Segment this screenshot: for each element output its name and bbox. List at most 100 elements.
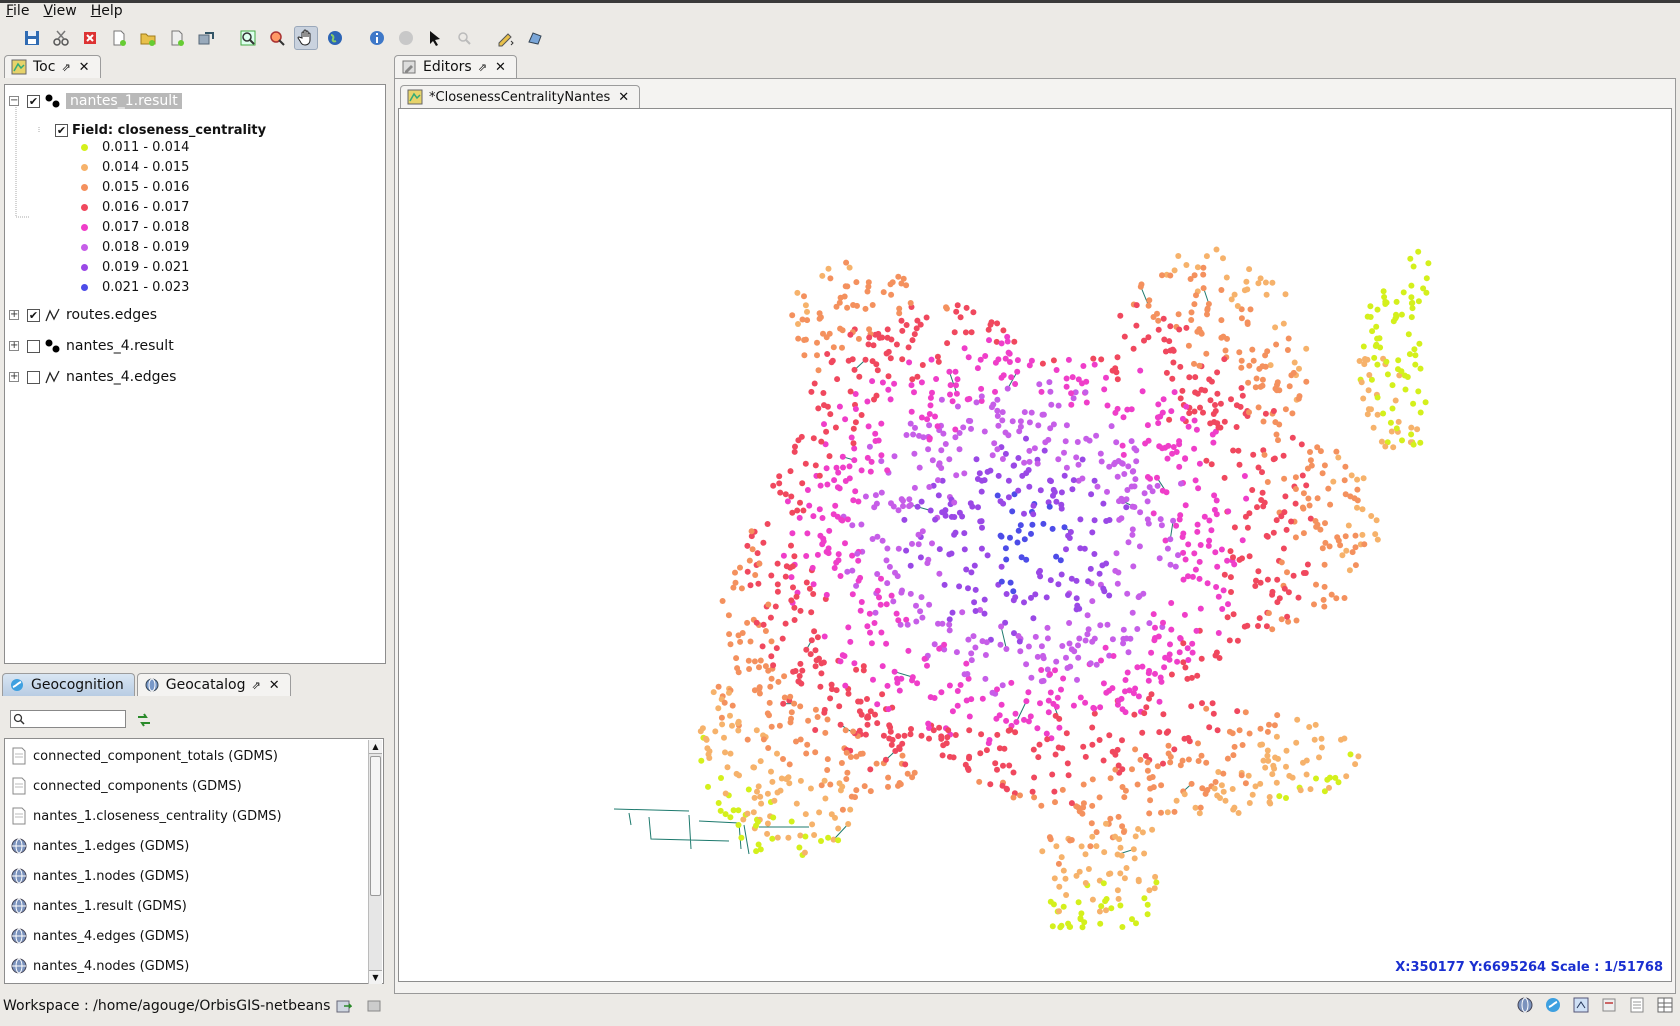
list-item[interactable]: connected_components (GDMS) [11,775,242,797]
node-point [1021,510,1027,517]
filter-run-icon[interactable] [136,712,152,728]
stop-icon[interactable] [394,26,418,50]
delete-icon[interactable] [78,26,102,50]
output-icon[interactable] [1600,996,1618,1014]
list-item[interactable]: connected_component_totals (GDMS) [11,745,278,767]
node-point [756,690,763,697]
node-point [804,487,811,493]
node-point [904,770,911,777]
tab-geocatalog[interactable]: Geocatalog ⇗ ✕ [136,673,291,696]
tab-toc[interactable]: Toc ⇗ ✕ [4,55,101,78]
node-point [1021,599,1027,606]
node-point [821,777,828,784]
layer-checkbox[interactable]: ✔ [27,94,40,108]
pan-hand-icon[interactable] [294,26,318,50]
node-point [812,663,819,670]
list-item[interactable]: nantes_1.result (GDMS) [11,895,187,917]
node-point [1101,849,1108,856]
scroll-down-icon[interactable]: ▼ [369,970,382,984]
list-item[interactable]: nantes_4.nodes (GDMS) [11,955,189,977]
list-item[interactable]: nantes_1.edges (GDMS) [11,835,189,857]
scroll-up-icon[interactable]: ▲ [369,740,382,754]
node-point [760,539,767,546]
edit-pencil-icon[interactable] [494,26,518,50]
node-point [878,489,885,496]
menu-help[interactable]: Help [90,3,123,19]
node-point [883,601,890,608]
info-icon[interactable] [365,26,389,50]
node-point [796,844,803,851]
add-file-icon[interactable] [165,26,189,50]
scroll-thumb[interactable] [370,756,381,896]
toc-layer-routes-edges[interactable]: + ✔ routes.edges [9,305,157,325]
tab-geocognition[interactable]: Geocognition [2,673,135,696]
collapse-icon[interactable]: − [9,95,19,106]
node-point [732,579,739,586]
zoom-full-icon[interactable] [236,26,260,50]
draw-polygon-icon[interactable] [523,26,547,50]
open-folder-icon[interactable] [136,26,160,50]
toc-layer-nantes-4-result[interactable]: + nantes_4.result [9,336,174,356]
map-canvas[interactable]: X:350177 Y:6695264 Scale : 1/51768 [398,108,1672,982]
list-item[interactable]: nantes_1.closeness_centrality (GDMS) [11,805,282,827]
toc-field-row[interactable]: ✔ Field: closeness_centrality [55,120,266,140]
node-point [1262,352,1269,359]
pin-icon[interactable]: ⇗ [251,678,261,692]
toc-icon[interactable] [1572,996,1590,1014]
node-point [938,447,945,454]
close-icon[interactable]: ✕ [78,59,90,75]
node-point [981,596,988,603]
table-icon[interactable] [1656,996,1674,1014]
expand-icon[interactable]: + [9,340,19,351]
catalog-scrollbar[interactable]: ▲ ▼ [368,740,382,984]
expand-icon[interactable]: + [9,309,19,320]
globe-icon[interactable] [323,26,347,50]
close-icon[interactable]: ✕ [494,59,506,75]
menu-file[interactable]: File [6,3,30,19]
node-point [1012,729,1019,736]
node-point [1164,455,1171,462]
node-point [867,468,874,475]
layer-checkbox[interactable] [27,370,40,384]
node-point [897,621,904,628]
save-icon[interactable] [20,26,44,50]
document-icon[interactable] [1628,996,1646,1014]
node-point [1415,388,1422,395]
node-point [1114,887,1121,894]
zoom-in-icon[interactable] [452,26,476,50]
cut-icon[interactable] [49,26,73,50]
toc-layer-nantes-1-result[interactable]: − ✔ nantes_1.result [9,91,182,111]
close-icon[interactable]: ✕ [268,677,280,693]
layer-checkbox[interactable] [27,339,40,353]
node-point [1077,915,1084,922]
node-point [802,811,809,818]
expand-icon[interactable]: + [9,371,19,382]
node-point [1168,600,1175,606]
tab-closeness-centrality-nantes[interactable]: *ClosenessCentralityNantes ✕ [400,85,641,108]
new-file-icon[interactable] [107,26,131,50]
pin-icon[interactable]: ⇗ [61,60,71,74]
toc-layer-nantes-4-edges[interactable]: + nantes_4.edges [9,367,176,387]
list-item[interactable]: nantes_1.nodes (GDMS) [11,865,189,887]
geocatalog-icon[interactable] [1516,996,1534,1014]
select-arrow-icon[interactable] [423,26,447,50]
close-icon[interactable]: ✕ [618,89,630,105]
node-point [1131,711,1138,718]
disk-icon[interactable] [366,998,382,1014]
node-point [706,755,713,761]
change-workspace-icon[interactable] [336,998,353,1014]
menu-view[interactable]: View [43,3,77,19]
export-icon[interactable] [194,26,218,50]
search-input[interactable] [10,710,126,728]
field-checkbox[interactable]: ✔ [55,123,68,137]
pin-icon[interactable]: ⇗ [477,60,487,74]
layer-checkbox[interactable]: ✔ [27,308,40,322]
tab-editors[interactable]: Editors ⇗ ✕ [394,55,517,78]
node-point [1014,539,1021,546]
geocognition-icon[interactable] [1544,996,1562,1014]
node-point [733,770,740,777]
node-point [1034,460,1041,467]
node-point [1156,443,1163,450]
zoom-layer-icon[interactable] [265,26,289,50]
list-item[interactable]: nantes_4.edges (GDMS) [11,925,189,947]
